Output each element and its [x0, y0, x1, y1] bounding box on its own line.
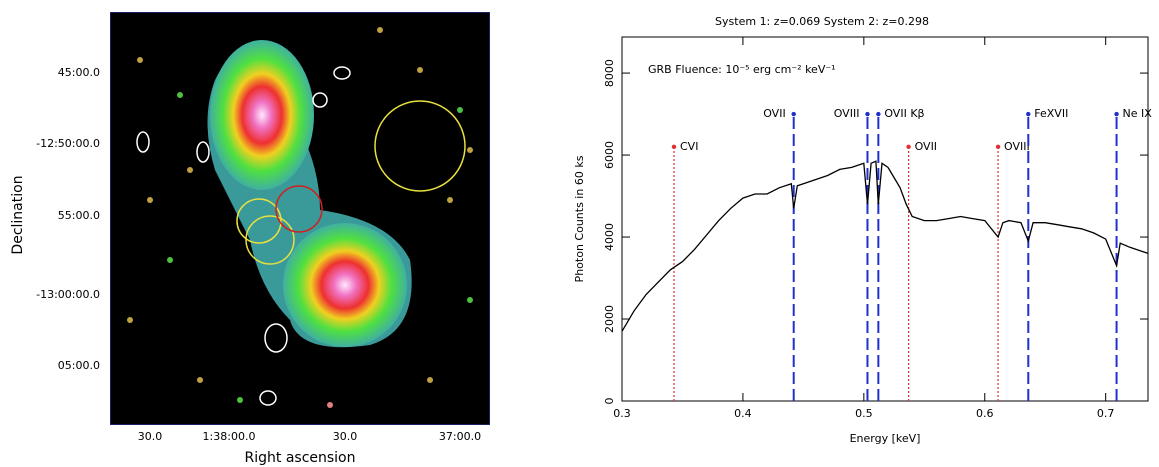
x-axis-title: Energy [keV]: [850, 432, 921, 445]
line-marker-dot: [876, 111, 881, 117]
line-marker-dot: [865, 111, 870, 117]
y-tick-label: 45:00.0: [58, 66, 100, 79]
x-tick-label: 30.0: [333, 430, 358, 443]
y-tick-label: 4000: [603, 223, 616, 251]
line-marker-dot: [791, 111, 796, 117]
y-tick-label: 2000: [603, 305, 616, 333]
y-tick-label: -13:00:00.0: [36, 288, 100, 301]
x-tick-label: 37:00.0: [439, 430, 481, 443]
line-marker-dot: [1026, 111, 1031, 117]
line-label: Ne IX: [1123, 107, 1153, 120]
sky-map: [110, 12, 490, 425]
x-tick-label: 0.4: [734, 407, 752, 420]
chart-title: System 1: z=0.069 System 2: z=0.298: [715, 15, 929, 28]
regions: [136, 66, 466, 406]
line-label: FeXVII: [1034, 107, 1068, 120]
y-axis-title: Declination: [10, 175, 26, 254]
line-label: OVII: [915, 140, 937, 153]
region-label: 4: [200, 124, 207, 137]
y-tick-label: 55:00.0: [58, 209, 100, 222]
line-label: CVI: [680, 140, 698, 153]
line-label: OVII: [763, 107, 785, 120]
x-tick-label: 0.5: [855, 407, 873, 420]
y-tick-label: 8000: [603, 59, 616, 87]
region-label: 2: [270, 305, 277, 318]
y-tick-label: 0: [603, 398, 616, 405]
line-marker-dot: [995, 144, 1001, 150]
x-tick-label: 0.3: [613, 407, 631, 420]
x-tick-label: 1:38:00.0: [203, 430, 256, 443]
y-tick-label: 05:00.0: [58, 359, 100, 372]
line-label: OVIII: [1004, 140, 1030, 153]
y-axis-title: Photon Counts in 60 ks: [573, 155, 586, 282]
annotation: GRB Fluence: 10⁻⁵ erg cm⁻² keV⁻¹: [648, 63, 836, 76]
x-tick-label: 30.0: [138, 430, 163, 443]
line-label: OVII Kβ: [884, 107, 924, 120]
line-marker-dot: [671, 144, 677, 150]
line-marker-dot: [906, 144, 911, 150]
line-marker-dot: [1114, 111, 1119, 117]
spectrum-line: [621, 160, 1149, 332]
y-tick-label: 6000: [603, 141, 616, 169]
x-tick-label: 0.6: [976, 407, 994, 420]
point-sources: [127, 27, 473, 408]
cluster-north: [210, 40, 314, 190]
cluster-south: [283, 223, 407, 347]
region-label: 5: [314, 75, 321, 88]
y-tick-label: -12:50:00.0: [36, 137, 100, 150]
region-label: 6: [338, 49, 345, 62]
x-tick-label: 0.7: [1097, 407, 1115, 420]
plot-frame: [621, 36, 1149, 402]
region-label: 1: [264, 370, 271, 383]
line-label: OVIII: [834, 107, 860, 120]
region-label: 3: [142, 111, 149, 124]
x-axis-title: Right ascension: [245, 450, 356, 466]
